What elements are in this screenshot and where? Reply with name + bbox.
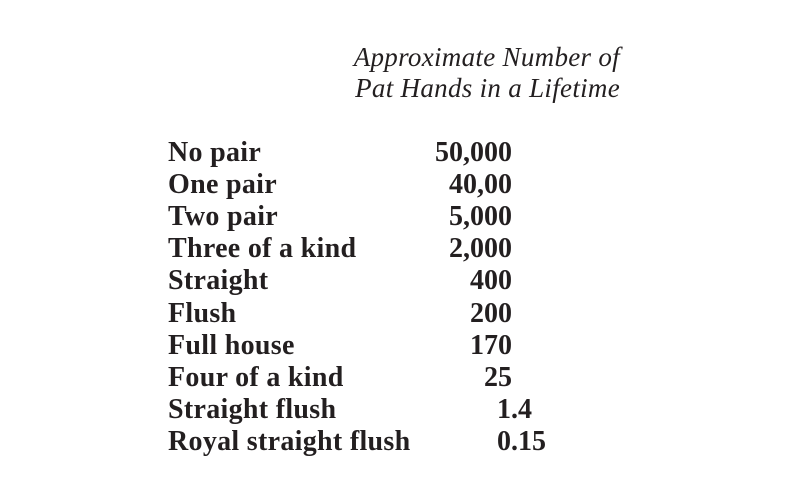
hand-count: 50,000 [435, 137, 512, 168]
hand-count: 2,000 [449, 233, 512, 265]
hand-name: Royal straight flush [168, 425, 411, 457]
hand-name: Three of a kind [168, 233, 357, 265]
hand-name: Full house [168, 329, 295, 361]
table-row: Straight 400 [0, 265, 800, 297]
table-row: Three of a kind 2,000 [0, 233, 800, 265]
hand-count: 200 [470, 297, 512, 329]
table-row: Full house 170 [0, 330, 800, 362]
column-header-line1: Approximate Number of [353, 42, 620, 72]
table-row: Flush 200 [0, 298, 800, 330]
hand-count: 1.4 [497, 393, 532, 425]
hand-name: Flush [168, 297, 237, 329]
table-row: Four of a kind 25 [0, 362, 800, 394]
column-header-line2: Pat Hands in a Lifetime [355, 73, 620, 103]
hand-count: 400 [470, 265, 512, 297]
hand-count: 0.15 [497, 425, 546, 457]
hand-name: Four of a kind [168, 361, 344, 393]
hand-count: 5,000 [449, 201, 512, 233]
hand-name: Straight [168, 265, 269, 297]
hand-name: Straight flush [168, 393, 337, 425]
table-row: One pair 40,00 [0, 169, 800, 201]
table-row: Straight flush 1.4 [0, 394, 800, 426]
table-row: Two pair 5,000 [0, 201, 800, 233]
hand-count: 170 [470, 329, 512, 361]
hand-count: 25 [484, 361, 512, 393]
table-row: No pair 50,000 [0, 137, 800, 169]
hand-name: One pair [168, 169, 277, 201]
table-row: Royal straight flush 0.15 [0, 426, 800, 458]
hand-count: 40,00 [449, 169, 512, 201]
hand-name: No pair [168, 137, 262, 168]
hand-name: Two pair [168, 201, 278, 233]
